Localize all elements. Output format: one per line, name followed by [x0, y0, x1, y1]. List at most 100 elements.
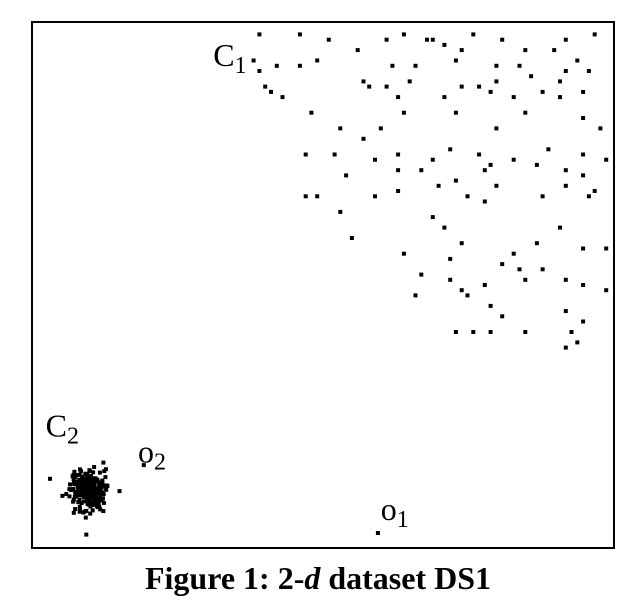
- cluster-point: [101, 483, 106, 488]
- data-point: [563, 309, 568, 314]
- cluster-point: [74, 482, 79, 487]
- cluster-point: [76, 485, 80, 490]
- data-point: [413, 63, 418, 68]
- data-point: [436, 183, 441, 188]
- cluster-point: [94, 498, 99, 503]
- cluster-point: [75, 479, 80, 484]
- cluster-point: [86, 500, 90, 505]
- cluster-point: [105, 484, 110, 488]
- data-point: [540, 89, 545, 94]
- cluster-point: [91, 479, 96, 484]
- cluster-label: o1: [381, 491, 409, 533]
- cluster-point: [81, 495, 86, 499]
- cluster-point: [101, 492, 106, 497]
- data-point: [430, 215, 435, 220]
- cluster-point: [80, 484, 85, 489]
- data-point: [297, 63, 302, 68]
- data-point: [604, 288, 609, 293]
- data-point: [569, 330, 574, 334]
- data-point: [465, 194, 470, 199]
- cluster-point: [77, 507, 82, 512]
- cluster-point: [77, 504, 82, 509]
- cluster-point: [83, 489, 88, 493]
- cluster-point: [98, 507, 103, 512]
- data-point: [500, 37, 505, 42]
- cluster-point: [92, 483, 97, 487]
- cluster-point: [76, 493, 81, 498]
- cluster-point: [91, 476, 96, 481]
- data-point: [448, 256, 453, 261]
- cluster-point: [76, 500, 81, 505]
- data-point: [251, 58, 256, 63]
- cluster-point: [90, 502, 95, 507]
- data-point: [425, 37, 429, 42]
- cluster-point: [89, 495, 94, 500]
- data-point: [453, 178, 458, 183]
- cluster-label: o2: [138, 434, 166, 476]
- cluster-point: [87, 498, 91, 503]
- data-point: [523, 110, 528, 115]
- cluster-point: [97, 470, 102, 475]
- points-layer: [48, 32, 609, 537]
- data-point: [326, 37, 331, 42]
- data-point: [494, 126, 499, 131]
- cluster-point: [80, 474, 85, 479]
- cluster-point: [99, 485, 104, 490]
- data-point: [488, 89, 493, 94]
- data-point: [459, 288, 464, 293]
- data-point: [563, 168, 568, 173]
- data-point: [338, 126, 343, 131]
- data-point: [523, 277, 528, 282]
- data-point: [384, 84, 389, 89]
- data-point: [563, 277, 568, 282]
- data-point: [540, 194, 545, 199]
- cluster-point: [82, 499, 87, 504]
- cluster-point: [77, 509, 82, 514]
- cluster-point: [77, 498, 82, 502]
- data-point: [604, 246, 609, 251]
- figure-caption: Figure 1: 2-d dataset DS1: [0, 560, 636, 597]
- data-point: [396, 152, 401, 157]
- data-point: [442, 95, 447, 100]
- data-point: [477, 84, 482, 89]
- cluster-point: [88, 483, 93, 488]
- data-point: [453, 110, 458, 115]
- cluster-point: [73, 490, 78, 495]
- data-point: [459, 48, 464, 53]
- data-point: [430, 157, 435, 162]
- data-point: [419, 168, 424, 173]
- data-point: [500, 262, 505, 267]
- cluster-point: [101, 496, 105, 501]
- cluster-label: C1: [213, 37, 246, 79]
- cluster-point: [84, 532, 89, 537]
- label-subscript: 1: [235, 53, 247, 79]
- cluster-point: [101, 509, 106, 514]
- cluster-point: [92, 465, 97, 469]
- cluster-point: [96, 495, 101, 500]
- cluster-point: [71, 497, 76, 502]
- label-subscript: 2: [154, 450, 166, 476]
- data-point: [396, 95, 401, 100]
- data-point: [257, 32, 262, 37]
- cluster-point: [48, 476, 52, 481]
- cluster-point: [82, 477, 87, 481]
- cluster-point: [78, 481, 83, 485]
- cluster-point: [77, 477, 82, 482]
- cluster-point: [104, 487, 109, 492]
- cluster-point: [83, 515, 88, 520]
- cluster-point: [88, 504, 93, 509]
- data-point: [558, 95, 562, 100]
- cluster-point: [95, 504, 99, 509]
- data-point: [581, 116, 586, 120]
- cluster-point: [71, 499, 76, 504]
- cluster-point: [71, 510, 76, 515]
- cluster-point: [90, 508, 95, 513]
- caption-prefix: Figure 1: 2-: [144, 560, 305, 596]
- cluster-point: [71, 477, 76, 481]
- data-point: [586, 69, 591, 73]
- data-point: [430, 37, 435, 42]
- data-point: [581, 89, 586, 94]
- data-point: [315, 58, 320, 63]
- data-point: [384, 37, 389, 42]
